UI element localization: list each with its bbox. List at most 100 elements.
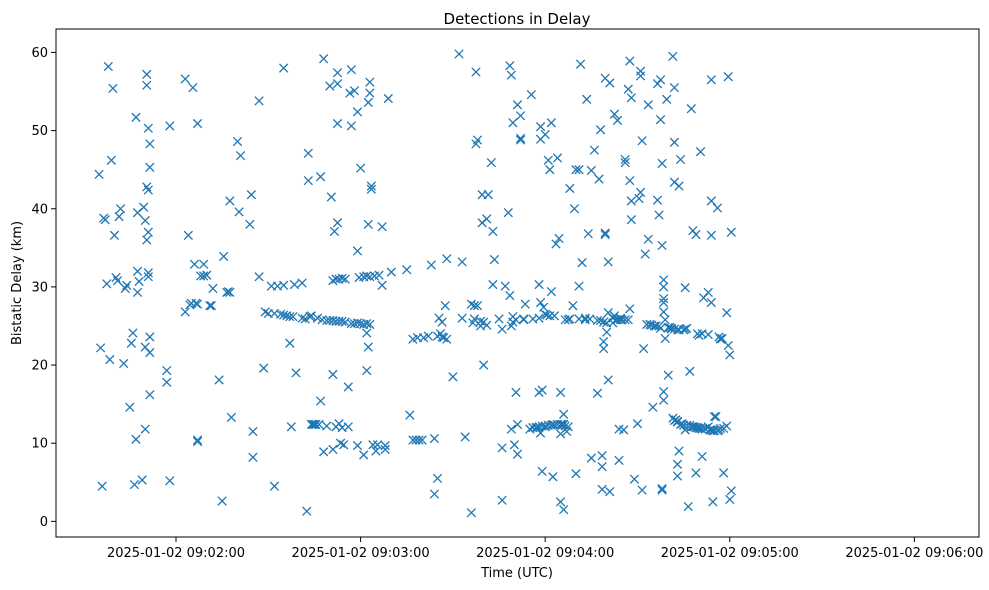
x-tick-label: 2025-01-02 09:06:00 <box>845 546 983 561</box>
x-tick-label: 2025-01-02 09:04:00 <box>476 546 614 561</box>
data-point <box>346 121 357 131</box>
data-point <box>706 230 716 240</box>
data-point <box>511 315 521 325</box>
data-point <box>483 190 493 200</box>
x-tick-label: 2025-01-02 09:03:00 <box>292 546 430 561</box>
data-point <box>352 318 363 328</box>
data-point <box>660 333 670 344</box>
data-point <box>362 365 372 376</box>
data-point <box>657 483 667 494</box>
data-point <box>697 424 707 434</box>
data-point <box>643 234 653 244</box>
data-point <box>140 215 150 226</box>
data-point <box>609 109 620 119</box>
data-point <box>620 157 630 168</box>
data-point <box>518 315 529 325</box>
data-point <box>145 390 155 400</box>
data-point <box>543 155 553 165</box>
data-point <box>466 508 477 518</box>
data-point <box>269 481 280 491</box>
data-point <box>143 268 153 278</box>
data-point <box>672 471 683 481</box>
data-point <box>339 440 349 450</box>
data-point <box>303 148 313 158</box>
data-point <box>142 80 152 90</box>
data-point <box>143 272 153 282</box>
data-point <box>217 496 227 506</box>
data-point <box>374 270 384 280</box>
data-point <box>512 100 523 110</box>
data-point <box>669 137 680 147</box>
data-point <box>306 419 317 430</box>
data-point <box>512 449 523 459</box>
data-point <box>715 423 726 434</box>
data-point <box>505 290 515 301</box>
data-point <box>115 204 126 214</box>
data-point <box>672 459 683 469</box>
data-point <box>658 307 669 317</box>
data-point <box>718 468 729 478</box>
data-point <box>585 314 595 324</box>
data-point <box>506 424 517 434</box>
data-point <box>417 435 427 445</box>
data-point <box>180 307 190 317</box>
data-point <box>219 251 229 262</box>
data-point <box>594 174 604 184</box>
data-point <box>125 402 135 412</box>
data-point <box>362 318 372 329</box>
data-point <box>432 473 443 484</box>
data-point <box>682 323 692 333</box>
data-point <box>683 501 693 512</box>
data-point <box>140 424 150 434</box>
data-point <box>545 311 555 321</box>
data-point <box>571 165 581 175</box>
data-point <box>598 343 609 354</box>
data-point <box>558 409 569 419</box>
data-point <box>143 227 153 237</box>
data-point <box>402 265 412 275</box>
data-point <box>632 419 643 429</box>
data-point <box>537 385 547 395</box>
data-point <box>623 84 633 94</box>
data-point <box>525 424 535 434</box>
data-point <box>709 411 720 422</box>
data-point <box>343 382 353 392</box>
data-point <box>352 440 363 451</box>
data-point <box>245 219 255 230</box>
data-point <box>466 299 477 309</box>
data-point <box>534 313 544 323</box>
data-point <box>297 278 307 288</box>
data-point <box>549 311 560 321</box>
data-point <box>649 321 660 331</box>
data-point <box>332 118 343 129</box>
data-point <box>275 309 286 319</box>
data-point <box>486 157 497 168</box>
data-point <box>306 311 317 321</box>
data-point <box>577 258 587 268</box>
data-point <box>534 279 544 290</box>
data-point <box>94 169 104 180</box>
data-point <box>472 135 483 145</box>
data-point <box>105 354 115 365</box>
data-point <box>660 315 670 325</box>
data-point <box>109 230 120 240</box>
data-point <box>626 93 636 103</box>
data-point <box>340 317 350 327</box>
data-point <box>328 276 338 286</box>
chart-title: Detections in Delay <box>444 10 591 28</box>
data-point <box>668 51 678 62</box>
x-tick-label: 2025-01-02 09:05:00 <box>661 546 799 561</box>
data-point <box>426 260 437 270</box>
y-tick-label: 50 <box>31 124 48 139</box>
y-tick-label: 10 <box>31 437 48 452</box>
data-point <box>505 61 515 71</box>
data-point <box>457 257 467 267</box>
data-point <box>658 395 669 405</box>
data-point <box>703 329 713 340</box>
data-point <box>540 129 550 140</box>
data-point <box>555 497 566 507</box>
data-point <box>551 239 561 249</box>
data-point <box>429 433 440 444</box>
data-point <box>540 422 550 432</box>
data-point <box>303 175 313 186</box>
